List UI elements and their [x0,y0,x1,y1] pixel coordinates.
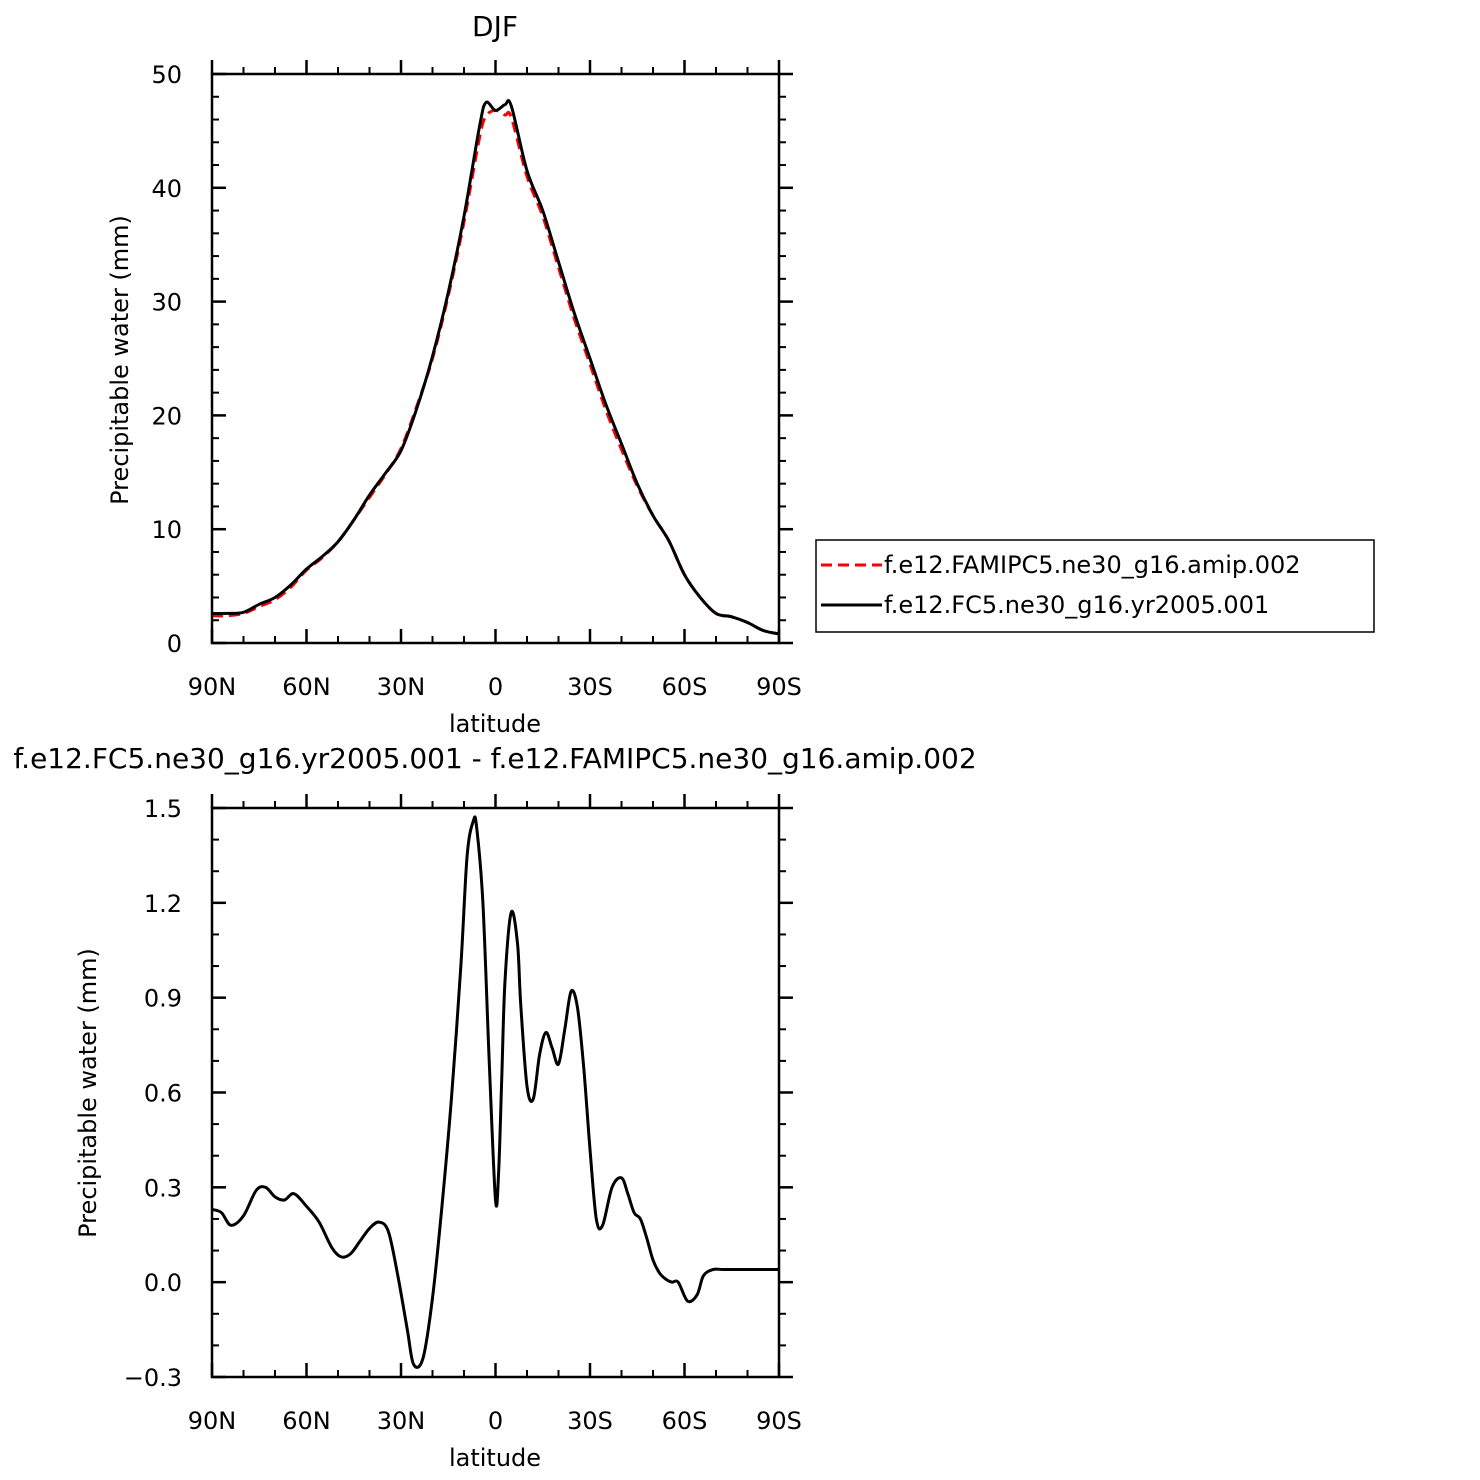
bottom-xtick-label: 0 [488,1407,503,1435]
bottom-ticks: 90N 60N 30N 0 30S 60S 90S −0.3 0.0 0.3 0.6 0.9 1.2 1.… [124,794,802,1435]
legend-box [815,539,1375,633]
top-xtick-label: 30S [567,673,613,701]
bottom-series-line-0 [211,815,779,1369]
bottom-ytick-label: 1.2 [144,890,182,918]
bottom-xtick-label: 60S [662,1407,708,1435]
top-xtick-label: 30N [377,673,426,701]
bottom-xtick-label: 60N [282,1407,331,1435]
top-ylabel: Precipitable water (mm) [106,215,134,505]
bottom-xtick-label: 90S [756,1407,802,1435]
top-series-line-1 [211,98,780,636]
top-xtick-label: 90N [188,673,237,701]
bottom-ytick-label: 0.3 [144,1174,182,1202]
bottom-ytick-label: 1.5 [144,795,182,823]
top-panel: DJF Precipitable water (mm) latitude 90N… [106,10,802,738]
bottom-ylabel: Precipitable water (mm) [74,948,102,1238]
top-xtick-label: 90S [756,673,802,701]
top-ytick-label: 40 [151,175,182,203]
bottom-xlabel: latitude [449,1444,541,1472]
top-ytick-label: 30 [151,289,182,317]
bottom-xtick-label: 30N [377,1407,426,1435]
top-xtick-label: 60S [662,673,708,701]
top-xlabel: latitude [449,710,541,738]
bottom-ytick-label: 0.9 [144,985,182,1013]
bottom-ytick-label: 0.0 [144,1269,182,1297]
bottom-ytick-label: 0.6 [144,1080,182,1108]
bottom-xtick-label: 90N [188,1407,237,1435]
bottom-ytick-label: −0.3 [124,1364,182,1392]
top-ticks: 90N 60N 30N 0 30S 60S 90S 0 10 20 30 40 50 [151,60,802,701]
top-ytick-label: 50 [151,61,182,89]
bottom-plot-frame [210,806,781,1379]
legend-label-0: f.e12.FAMIPC5.ne30_g16.amip.002 [884,551,1301,579]
legend-label-1: f.e12.FC5.ne30_g16.yr2005.001 [884,591,1269,619]
top-ytick-label: 20 [151,402,182,430]
top-title: DJF [472,10,518,43]
bottom-lines [211,815,779,1369]
top-ytick-label: 10 [151,516,182,544]
top-xtick-label: 60N [282,673,331,701]
legend: f.e12.FAMIPC5.ne30_g16.amip.002 f.e12.FC… [815,539,1375,633]
top-xtick-label: 0 [488,673,503,701]
top-lines [211,98,780,636]
top-plot-frame [210,72,781,645]
top-ytick-label: 0 [167,630,182,658]
bottom-xtick-label: 30S [567,1407,613,1435]
bottom-panel: f.e12.FC5.ne30_g16.yr2005.001 - f.e12.FA… [13,742,976,1472]
bottom-title: f.e12.FC5.ne30_g16.yr2005.001 - f.e12.FA… [13,742,976,775]
top-series-line-0 [211,108,780,636]
